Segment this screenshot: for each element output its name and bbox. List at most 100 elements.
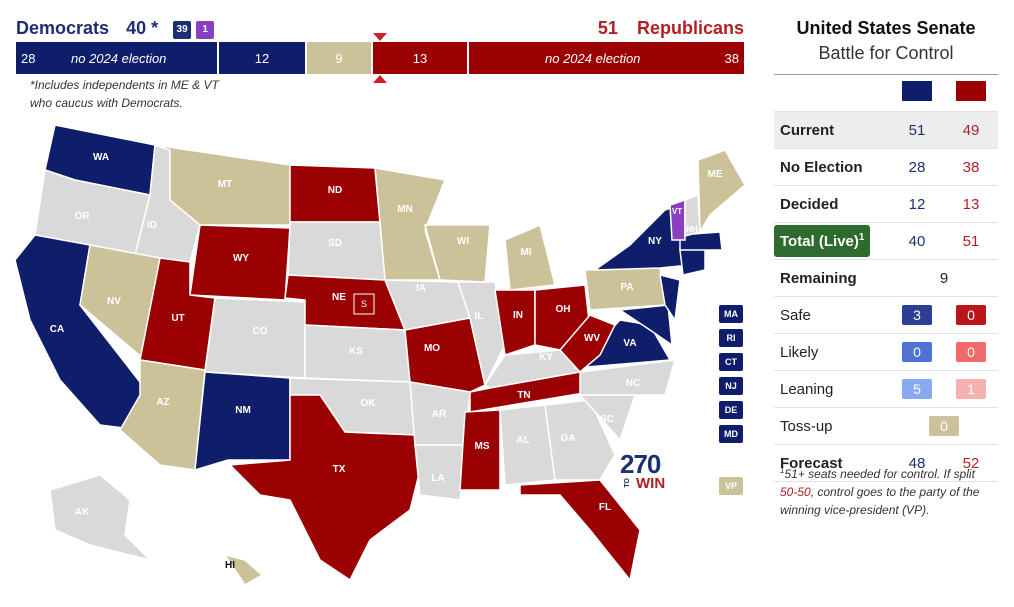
independents-note: *Includes independents in ME & VT who ca… — [30, 78, 219, 110]
label-AR: AR — [432, 409, 447, 420]
senate-table: Current 51 49 No Election 28 38 Decided … — [774, 75, 998, 482]
row-safe: Safe 3 0 — [774, 296, 998, 334]
label-WI: WI — [457, 236, 469, 247]
label-PA: PA — [620, 282, 633, 293]
state-IL[interactable] — [456, 281, 506, 388]
row-leaning: Leaning 5 1 — [774, 370, 998, 408]
label-OH: OH — [556, 304, 571, 315]
republicans-label: Republicans — [636, 18, 744, 38]
label-UT: UT — [171, 313, 184, 324]
label-MT: MT — [218, 179, 232, 190]
label-GA: GA — [561, 433, 576, 444]
label-IL: IL — [475, 311, 484, 322]
label-ME: ME — [708, 169, 723, 180]
label-NM: NM — [235, 405, 251, 416]
label-SC: SC — [600, 414, 614, 425]
democrats-label: Democrats — [16, 18, 110, 38]
democrats-header: Democrats 40 * 39 1 — [16, 18, 215, 39]
label-AK: AK — [75, 507, 90, 518]
state-CT[interactable] — [679, 247, 706, 276]
rep-decided-segment[interactable]: 13 — [373, 42, 469, 74]
label-SD: SD — [328, 238, 342, 249]
seat-balance-bar: 28 no 2024 election 12 9 13 no 2024 elec… — [16, 42, 744, 74]
state-WY[interactable] — [189, 224, 291, 301]
label-WY: WY — [233, 253, 249, 264]
state-LA[interactable] — [414, 444, 466, 501]
label-OR: OR — [75, 211, 91, 222]
rep-color-key — [956, 81, 986, 101]
label-ID: ID — [147, 220, 157, 231]
small-state-CT[interactable]: CT — [719, 353, 743, 371]
small-state-NJ[interactable]: NJ — [719, 377, 743, 395]
dem-seat-badge: 39 — [173, 21, 192, 39]
dem-noelection-segment[interactable]: 28 no 2024 election — [16, 42, 219, 74]
state-VT[interactable] — [669, 198, 686, 241]
small-state-DE[interactable]: DE — [719, 401, 743, 419]
state-NM[interactable] — [194, 371, 291, 472]
state-MD[interactable] — [617, 304, 673, 347]
republicans-header: 51 Republicans — [598, 18, 744, 39]
label-TX: TX — [333, 464, 346, 475]
state-MO[interactable] — [404, 317, 486, 393]
label-NE-district: S — [361, 299, 367, 309]
row-tossup: Toss-up 0 — [774, 407, 998, 445]
dem-decided-segment[interactable]: 12 — [219, 42, 307, 74]
label-MS: MS — [475, 441, 490, 452]
row-forecast: Forecast 48 52 — [774, 444, 998, 482]
state-ME[interactable] — [697, 149, 746, 235]
state-AK[interactable] — [49, 474, 153, 562]
state-WV[interactable] — [558, 314, 617, 374]
control-panel: United States Senate Battle for Control … — [774, 18, 998, 482]
label-NC: NC — [626, 378, 640, 389]
small-state-MA[interactable]: MA — [719, 305, 743, 323]
label-CA: CA — [50, 324, 64, 335]
label-CO: CO — [253, 326, 268, 337]
label-NV: NV — [107, 296, 121, 307]
small-state-MD[interactable]: MD — [719, 425, 743, 443]
state-FL[interactable] — [519, 479, 641, 582]
label-IN: IN — [513, 310, 523, 321]
state-labels: WA OR CA ID NV MT WY UT AZ CO NM ND SD N… — [50, 152, 723, 571]
state-TX[interactable] — [228, 394, 421, 582]
label-LA: LA — [431, 473, 444, 484]
label-WA: WA — [93, 152, 109, 163]
row-total-live: Total (Live)1 40 51 — [774, 222, 998, 260]
row-decided: Decided 12 13 — [774, 185, 998, 223]
state-HI[interactable] — [223, 553, 264, 587]
state-GA[interactable] — [544, 399, 616, 481]
state-CO[interactable] — [204, 297, 306, 379]
label-NY: NY — [648, 236, 662, 247]
270towin-logo[interactable]: 270 TO WIN — [620, 449, 666, 492]
row-remaining: Remaining 9 — [774, 259, 998, 297]
control-footnote: 151+ seats needed for control. If split … — [780, 466, 980, 517]
label-WV: WV — [584, 333, 600, 344]
state-NC[interactable] — [579, 359, 677, 396]
label-MO: MO — [424, 343, 440, 354]
state-MA[interactable] — [679, 231, 723, 251]
rep-noelection-segment[interactable]: no 2024 election 38 — [469, 42, 744, 74]
republicans-total: 51 — [597, 18, 618, 38]
label-ND: ND — [328, 185, 342, 196]
label-TN: TN — [517, 390, 530, 401]
dem-color-key — [902, 81, 932, 101]
state-NJ[interactable] — [659, 273, 681, 323]
state-SD[interactable] — [287, 221, 386, 281]
independent-seat-badge: 1 — [196, 21, 215, 39]
tossup-segment[interactable]: 9 — [307, 42, 373, 74]
ne-district-box[interactable] — [353, 293, 375, 315]
us-senate-map: WA OR CA ID NV MT WY UT AZ CO NM ND SD N… — [14, 124, 746, 587]
democrats-total: 40 * — [126, 18, 159, 38]
label-AL: AL — [516, 435, 529, 446]
label-AZ: AZ — [156, 397, 169, 408]
total-live-badge[interactable]: Total (Live)1 — [774, 225, 871, 257]
state-MI[interactable] — [504, 223, 556, 291]
label-MN: MN — [397, 204, 413, 215]
label-NH: NH — [686, 225, 698, 234]
state-MN[interactable] — [374, 167, 447, 281]
panel-subtitle: Battle for Control — [818, 43, 954, 63]
label-OK: OK — [361, 398, 377, 409]
state-MS[interactable] — [459, 409, 501, 491]
small-state-RI[interactable]: RI — [719, 329, 743, 347]
row-likely: Likely 0 0 — [774, 333, 998, 371]
vp-box[interactable]: VP — [719, 477, 743, 495]
